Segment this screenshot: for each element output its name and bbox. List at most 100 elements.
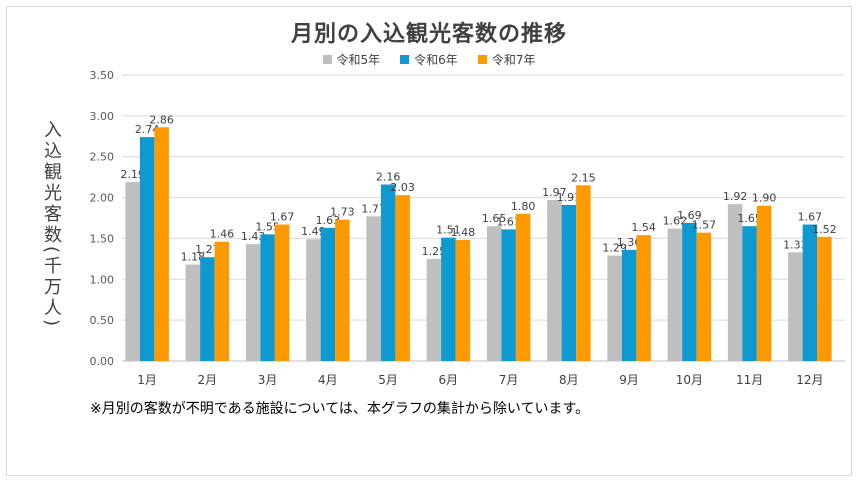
data-label: 2.03 (390, 181, 415, 194)
data-label: 2.19 (120, 168, 145, 181)
legend-label-reiwa5: 令和5年 (336, 53, 381, 67)
legend-swatch-reiwa7 (477, 55, 487, 64)
legend-item-reiwa7: 令和7年 (477, 51, 536, 68)
data-label: 1.48 (451, 226, 476, 239)
y-tick-label: 0.00 (90, 355, 115, 368)
legend-label-reiwa7: 令和7年 (491, 53, 536, 67)
bar (214, 241, 230, 361)
legend-swatch-reiwa5 (322, 55, 332, 64)
bar (547, 200, 562, 361)
bar (154, 127, 169, 361)
bar (245, 244, 261, 361)
x-tick-label: 7月 (499, 373, 519, 387)
bar (667, 228, 683, 361)
bar (561, 204, 577, 361)
bar (260, 234, 275, 361)
x-tick-label: 4月 (318, 373, 338, 387)
y-axis-label: 入込観光客数(千万人) (41, 120, 62, 330)
bar (185, 264, 201, 361)
bar (727, 204, 743, 361)
x-tick-label: 3月 (258, 373, 278, 387)
bar (426, 258, 442, 361)
bar (366, 216, 381, 361)
legend-item-reiwa5: 令和5年 (322, 51, 381, 68)
y-tick-label: 3.50 (90, 69, 115, 82)
bar (486, 226, 502, 361)
bar (607, 255, 622, 361)
bar (501, 229, 516, 361)
bar (817, 236, 832, 361)
data-label: 1.69 (677, 209, 702, 222)
legend-label-reiwa6: 令和6年 (414, 53, 458, 67)
x-tick-label: 6月 (439, 373, 459, 387)
x-tick-label: 10月 (676, 373, 703, 387)
data-label: 1.29 (602, 242, 627, 255)
data-label: 1.25 (422, 245, 447, 258)
chart-legend: 令和5年 令和6年 令和7年 (0, 51, 858, 68)
data-label: 1.90 (752, 192, 777, 205)
x-tick-label: 11月 (736, 373, 763, 387)
bar (125, 182, 140, 361)
data-label: 1.73 (330, 206, 355, 219)
data-label: 1.67 (270, 211, 295, 224)
data-label: 1.27 (195, 243, 220, 256)
legend-swatch-reiwa6 (400, 55, 410, 64)
data-label: 1.18 (181, 251, 206, 264)
data-label: 1.49 (301, 225, 326, 238)
data-label: 1.43 (241, 230, 266, 243)
bar (802, 224, 818, 361)
bar (455, 240, 471, 361)
footnote: ※月別の客数が不明である施設については、本グラフの集計から除いています。 (90, 401, 590, 417)
y-tick-label: 1.50 (90, 232, 115, 245)
data-label: 1.97 (542, 186, 567, 199)
legend-item-reiwa6: 令和6年 (400, 51, 458, 68)
bar (696, 232, 712, 361)
bar (306, 239, 321, 361)
data-label: 1.91 (557, 191, 582, 204)
data-label: 2.16 (376, 170, 401, 183)
data-label: 1.33 (783, 238, 808, 251)
bar (788, 252, 803, 361)
bar (636, 235, 651, 361)
data-label: 2.86 (149, 113, 174, 126)
data-label: 1.46 (210, 228, 235, 241)
data-label: 1.67 (798, 211, 823, 224)
data-label: 2.15 (571, 171, 596, 184)
bar (621, 249, 637, 361)
x-tick-label: 9月 (619, 373, 639, 387)
bar (515, 213, 531, 361)
data-label: 1.63 (316, 214, 341, 227)
x-tick-label: 1月 (137, 373, 157, 387)
data-label: 2.74 (135, 123, 160, 136)
data-label: 1.36 (617, 236, 642, 249)
bar (742, 226, 757, 361)
data-label: 1.80 (511, 200, 536, 213)
bar (335, 219, 350, 361)
bar (380, 184, 396, 361)
x-tick-label: 2月 (198, 373, 218, 387)
x-tick-label: 5月 (378, 373, 398, 387)
bar (320, 227, 336, 361)
bar (441, 237, 456, 361)
y-tick-label: 1.00 (90, 273, 115, 286)
bar (274, 224, 290, 361)
data-label: 1.65 (482, 212, 507, 225)
data-label: 1.55 (255, 220, 280, 233)
data-label: 1.61 (496, 215, 521, 228)
x-tick-label: 8月 (559, 373, 579, 387)
y-tick-label: 2.00 (90, 192, 115, 205)
data-label: 1.62 (663, 215, 688, 228)
bar (576, 185, 591, 361)
bar (395, 195, 410, 361)
data-label: 1.54 (631, 221, 656, 234)
data-label: 1.92 (723, 190, 748, 203)
data-label: 1.65 (737, 212, 762, 225)
data-label: 1.52 (812, 223, 837, 236)
y-tick-label: 2.50 (90, 151, 115, 164)
data-label: 1.51 (436, 224, 461, 237)
data-label: 1.77 (361, 202, 386, 215)
bar (139, 137, 155, 361)
y-tick-label: 3.00 (90, 110, 115, 123)
bar (200, 257, 215, 361)
